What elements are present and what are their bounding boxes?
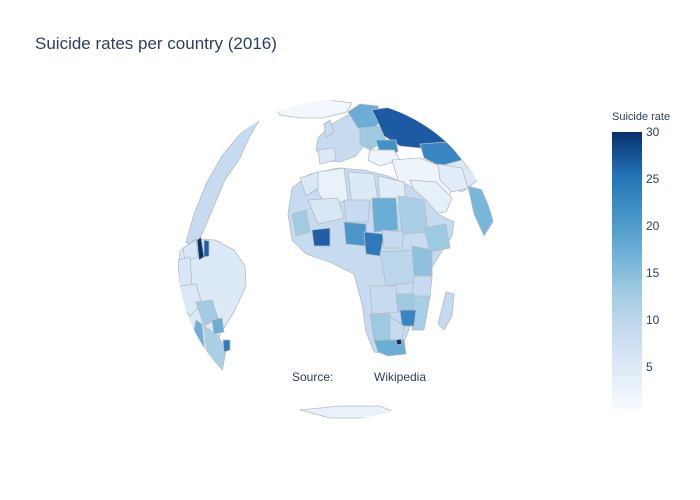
colorbar-tick: 20 xyxy=(646,219,660,233)
turkey-region xyxy=(367,149,401,167)
sudan-region xyxy=(397,195,429,235)
west-africa-region xyxy=(291,209,311,237)
niger-region xyxy=(343,199,371,223)
colorbar-legend: Suicide rate 30 25 20 15 10 5 xyxy=(608,111,690,411)
uruguay-region xyxy=(222,339,231,353)
angola-region xyxy=(369,285,399,315)
namibia-region xyxy=(369,313,393,341)
colorbar-tick: 5 xyxy=(646,360,653,374)
source-label: Source: xyxy=(292,370,334,384)
chart-title: Suicide rates per country (2016) xyxy=(35,34,277,53)
nigeria-region xyxy=(343,221,367,247)
colorbar-tick: 30 xyxy=(646,125,660,139)
mali-region xyxy=(307,197,345,225)
colorbar-tick: 10 xyxy=(646,313,660,327)
uk-region xyxy=(323,119,335,139)
tanzania-region xyxy=(411,275,433,299)
chad-region xyxy=(371,197,399,233)
colorbar-title: Suicide rate xyxy=(612,111,671,123)
suriname-region xyxy=(203,239,210,258)
zimbabwe-region xyxy=(399,309,417,327)
ethiopia-region xyxy=(423,223,451,253)
car-region xyxy=(381,229,405,249)
north-america-region xyxy=(185,115,263,249)
colorbar-tick: 15 xyxy=(646,266,660,280)
madagascar-region xyxy=(437,291,455,331)
zambia-region xyxy=(395,293,415,313)
colorbar xyxy=(612,132,642,409)
venezuela-region xyxy=(182,239,199,263)
spain-region xyxy=(317,147,337,165)
cote-divoire-region xyxy=(311,227,331,247)
source-value: Wikipedia xyxy=(374,370,427,384)
colorbar-tick: 25 xyxy=(646,172,660,186)
cameroon-region xyxy=(363,231,385,257)
east-africa-region xyxy=(411,245,433,277)
lesotho-region xyxy=(395,338,403,346)
iran-region xyxy=(437,163,469,193)
paraguay-region xyxy=(211,317,225,335)
